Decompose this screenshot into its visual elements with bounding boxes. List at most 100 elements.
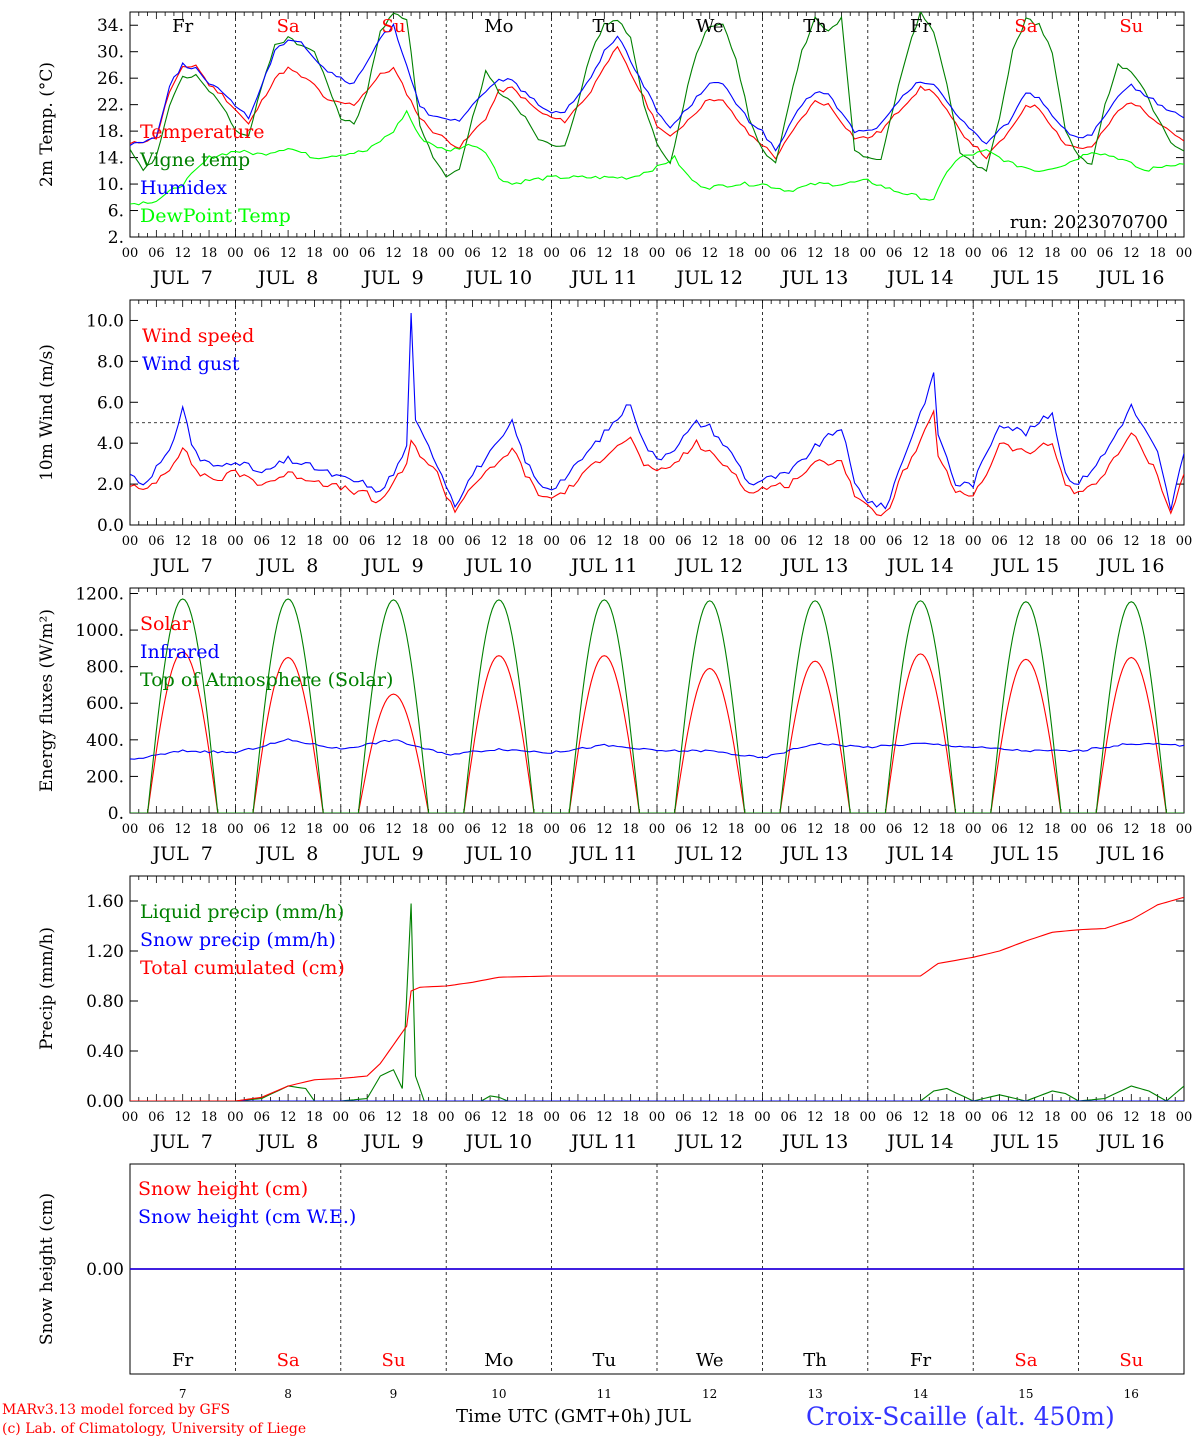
- x-hour-label: 12: [385, 1110, 402, 1125]
- x-hour-label: 18: [306, 246, 323, 261]
- x-hour-label: 12: [1123, 1110, 1140, 1125]
- x-hour-label: 18: [517, 246, 534, 261]
- x-hour-label: 12: [385, 534, 402, 549]
- x-date-label: JUL 8: [256, 1131, 318, 1153]
- weekday-label-top: Fr: [172, 16, 193, 37]
- x-hour-label: 00: [1070, 246, 1087, 261]
- x-hour-label: 12: [807, 246, 824, 261]
- x-hour-label: 06: [991, 246, 1008, 261]
- x-date-label: JUL 15: [991, 1131, 1059, 1153]
- y-axis-label: 10m Wind (m/s): [37, 344, 57, 481]
- x-hour-label: 12: [491, 1110, 508, 1125]
- y-tick-label: 2.: [108, 228, 124, 248]
- x-date-label: JUL 11: [569, 267, 637, 289]
- weekday-label-top: We: [696, 16, 724, 37]
- weekday-label-bottom: Sa: [277, 1350, 300, 1371]
- x-hour-label: 18: [1149, 822, 1166, 837]
- x-hour-label: 00: [965, 534, 982, 549]
- x-hour-label: 18: [622, 822, 639, 837]
- x-hour-label: 00: [543, 822, 560, 837]
- day-number-label: 11: [597, 1387, 612, 1401]
- x-hour-label: 12: [280, 534, 297, 549]
- day-number-label: 10: [491, 1387, 506, 1401]
- y-tick-label: 600.: [86, 694, 124, 714]
- x-hour-label: 06: [991, 822, 1008, 837]
- day-number-label: 7: [179, 1387, 187, 1401]
- x-hour-label: 06: [675, 822, 692, 837]
- y-tick-label: 1.20: [86, 942, 124, 962]
- x-hour-label: 06: [1097, 822, 1114, 837]
- x-hour-label: 00: [1070, 1110, 1087, 1125]
- x-date-label: JUL 10: [464, 843, 532, 865]
- x-hour-label: 12: [174, 1110, 191, 1125]
- x-hour-label: 00: [122, 534, 139, 549]
- x-date-label: JUL 11: [569, 555, 637, 577]
- x-hour-label: 00: [122, 822, 139, 837]
- y-tick-label: 22.: [97, 96, 124, 116]
- y-tick-label: 34.: [97, 16, 124, 36]
- x-hour-label: 06: [1097, 534, 1114, 549]
- x-date-label: JUL 7: [150, 843, 212, 865]
- x-hour-label: 00: [754, 534, 771, 549]
- x-hour-label: 06: [675, 534, 692, 549]
- x-hour-label: 18: [201, 822, 218, 837]
- weekday-label-top: Tu: [592, 16, 616, 37]
- panel-2-frame: [129, 299, 1185, 526]
- x-hour-label: 12: [1018, 534, 1035, 549]
- x-hour-label: 00: [227, 1110, 244, 1125]
- x-hour-label: 00: [965, 1110, 982, 1125]
- x-date-label: JUL 12: [674, 1131, 742, 1153]
- weekday-label-top: Mo: [484, 16, 513, 37]
- x-date-label: JUL 14: [885, 555, 953, 577]
- x-hour-label: 06: [253, 534, 270, 549]
- panel-1-frame: [129, 11, 1185, 238]
- x-hour-label: 18: [412, 822, 429, 837]
- x-hour-label: 18: [833, 534, 850, 549]
- weekday-label-top: Th: [803, 16, 827, 37]
- x-hour-label: 18: [622, 1110, 639, 1125]
- y-tick-label: 1000.: [75, 621, 124, 641]
- x-hour-label: 18: [517, 534, 534, 549]
- x-hour-label: 06: [570, 534, 587, 549]
- x-date-label: JUL 10: [464, 555, 532, 577]
- y-axis-label: 2m Temp. (°C): [37, 62, 57, 187]
- x-hour-label: 00: [122, 246, 139, 261]
- day-number-label: 8: [284, 1387, 292, 1401]
- x-hour-label: 12: [174, 246, 191, 261]
- x-hour-label: 12: [174, 822, 191, 837]
- x-hour-label: 06: [464, 822, 481, 837]
- weekday-label-top: Sa: [1014, 16, 1037, 37]
- x-hour-label: 18: [1149, 534, 1166, 549]
- y-tick-label: 0.0: [97, 516, 124, 536]
- x-hour-label: 18: [412, 246, 429, 261]
- x-date-label: JUL 16: [1096, 555, 1164, 577]
- x-hour-label: 06: [464, 534, 481, 549]
- y-tick-label: 0.00: [86, 1092, 124, 1112]
- x-hour-label: 00: [227, 534, 244, 549]
- x-hour-label: 06: [464, 1110, 481, 1125]
- legend-entry: Snow height (cm W.E.): [138, 1206, 356, 1228]
- x-hour-label: 18: [939, 534, 956, 549]
- x-hour-label: 00: [438, 534, 455, 549]
- weekday-label-bottom: Sa: [1014, 1350, 1037, 1371]
- legend-entry: Wind speed: [142, 325, 254, 347]
- y-tick-label: 4.0: [97, 434, 124, 454]
- x-hour-label: 00: [1176, 534, 1193, 549]
- x-date-label: JUL 9: [361, 1131, 423, 1153]
- x-hour-label: 12: [596, 822, 613, 837]
- x-hour-label: 18: [306, 1110, 323, 1125]
- x-hour-label: 12: [1018, 822, 1035, 837]
- x-hour-label: 12: [912, 246, 929, 261]
- x-hour-label: 00: [649, 822, 666, 837]
- x-hour-label: 00: [1176, 246, 1193, 261]
- y-tick-label: 8.0: [97, 352, 124, 372]
- x-date-label: JUL 10: [464, 1131, 532, 1153]
- x-hour-label: 00: [333, 534, 350, 549]
- panel-1: 34. 30. 26. 22. 18. 14. 10. 6. 2. 2m Temp. (°C) Te…: [37, 11, 1192, 289]
- x-hour-label: 06: [886, 822, 903, 837]
- x-hour-label: 06: [780, 1110, 797, 1125]
- x-hour-label: 00: [1176, 1110, 1193, 1125]
- series-line: [130, 45, 1184, 160]
- series-line: [130, 12, 1184, 178]
- x-hour-label: 06: [886, 534, 903, 549]
